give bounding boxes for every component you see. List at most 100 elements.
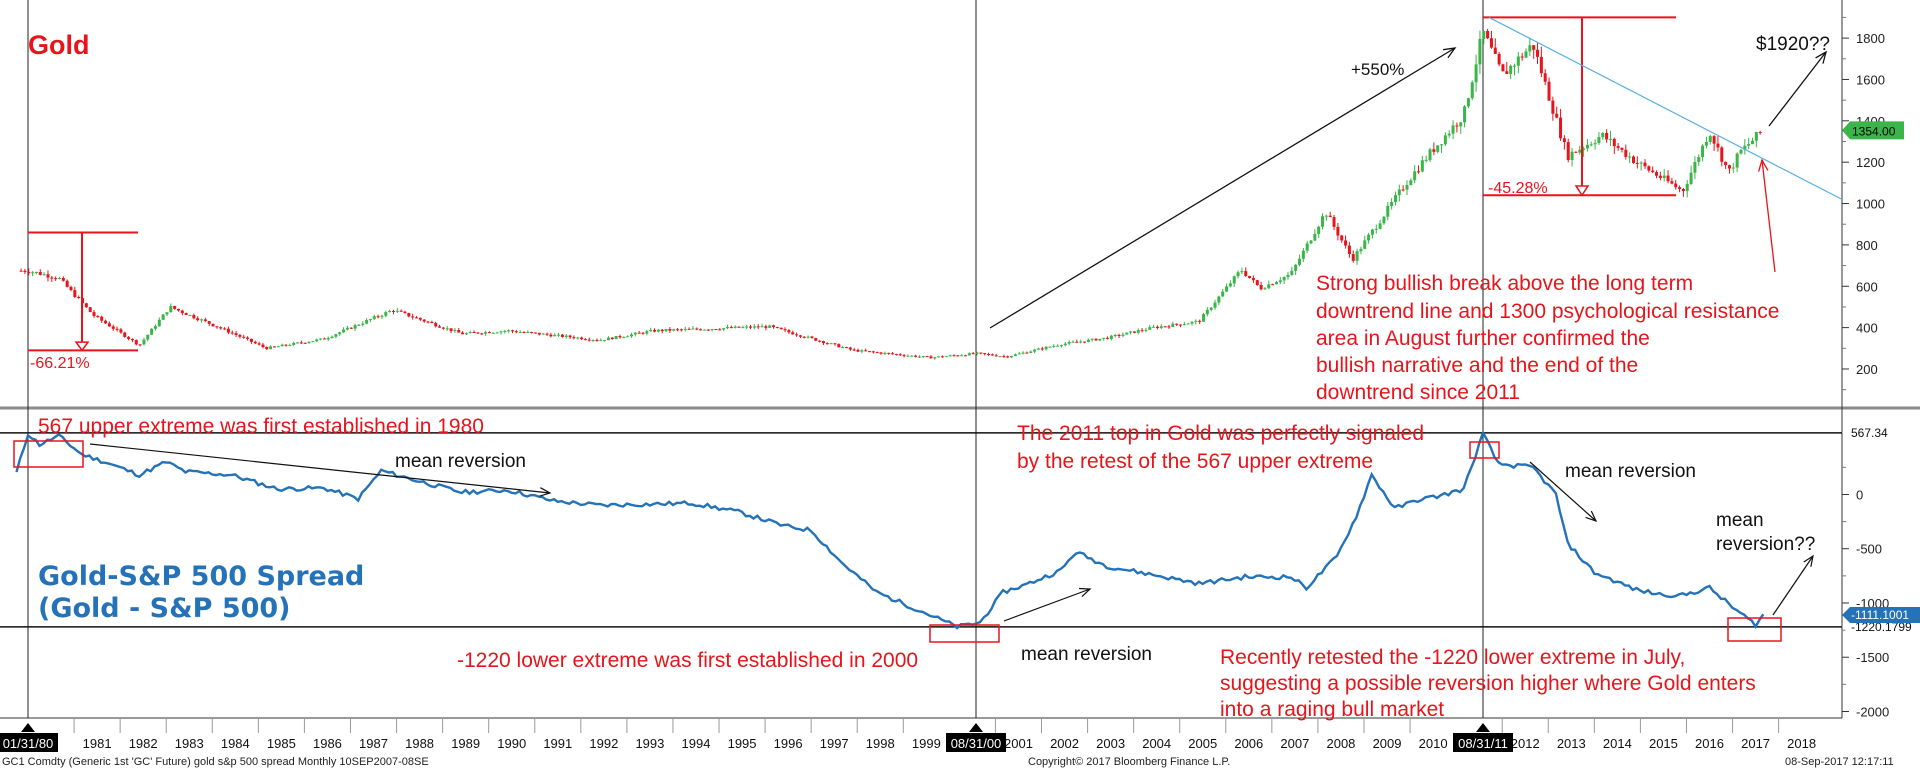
candle: [173, 306, 177, 309]
x-tick-label: 1982: [129, 736, 158, 751]
candle: [445, 328, 449, 330]
candle: [679, 329, 683, 331]
candle: [1163, 326, 1167, 328]
candle: [1286, 274, 1290, 278]
candle: [1186, 323, 1190, 325]
candle: [1036, 348, 1040, 350]
candle: [664, 329, 668, 332]
candle: [1727, 165, 1731, 169]
candle: [626, 336, 630, 338]
y-tick-label: 800: [1856, 238, 1878, 253]
candle: [230, 332, 234, 334]
reversion-arrow-head: [539, 487, 552, 497]
candle: [180, 310, 184, 314]
candle: [522, 332, 526, 334]
candle: [526, 331, 530, 333]
candle: [914, 355, 918, 357]
candle: [407, 312, 411, 317]
candle: [1178, 324, 1182, 326]
candle: [1271, 284, 1275, 286]
candle: [660, 329, 664, 332]
candle: [1643, 162, 1647, 167]
candle: [1409, 180, 1413, 186]
candle: [157, 319, 161, 327]
x-tick-label: 1992: [589, 736, 618, 751]
candle: [1681, 188, 1685, 192]
candle: [833, 343, 837, 345]
x-tick-label: 1981: [83, 736, 112, 751]
date-marker-box: [946, 733, 1006, 752]
candle: [453, 330, 457, 332]
candle: [134, 340, 138, 345]
candle: [1424, 159, 1428, 161]
candle: [499, 331, 503, 333]
candle: [1363, 240, 1367, 249]
candle: [718, 329, 722, 331]
candle: [1720, 147, 1724, 162]
candle: [322, 338, 326, 340]
footer-center: Copyright© 2017 Bloomberg Finance L.P.: [1028, 756, 1230, 768]
date-marker-box: [1453, 733, 1513, 752]
candle: [729, 327, 733, 329]
x-tick-label: 1999: [912, 736, 941, 751]
candle: [88, 307, 92, 313]
candle: [100, 316, 104, 321]
candle: [438, 326, 442, 328]
candle: [564, 335, 568, 337]
candle: [1689, 172, 1693, 184]
x-tick-label: 2006: [1234, 736, 1263, 751]
candle: [795, 334, 799, 336]
top-note-line: by the retest of the 567 upper extreme: [1017, 450, 1373, 473]
x-tick-label: 2004: [1142, 736, 1171, 751]
gain-label: +550%: [1351, 60, 1404, 79]
candle: [610, 337, 614, 340]
candle: [868, 351, 872, 353]
candle: [1651, 170, 1655, 173]
candle: [1194, 320, 1198, 322]
y-tick-label: 600: [1856, 279, 1878, 294]
candle: [971, 353, 975, 355]
gain-arrow: [989, 47, 1456, 329]
x-tick-label: 1990: [497, 736, 526, 751]
candle: [879, 352, 883, 354]
candle: [1321, 216, 1325, 227]
candle: [1255, 280, 1259, 285]
candle: [1543, 73, 1547, 82]
candle: [176, 308, 180, 311]
candle: [357, 324, 361, 326]
candle: [676, 329, 680, 331]
candle: [603, 340, 607, 342]
candle: [1397, 189, 1401, 196]
candle: [1278, 280, 1282, 283]
candle: [1417, 171, 1421, 173]
footer-right: 08-Sep-2017 12:17:11: [1785, 756, 1894, 768]
candle: [510, 330, 514, 332]
candle: [1662, 175, 1666, 179]
candle: [507, 330, 511, 332]
lower-extreme-badge-label: -1220.1799: [1851, 620, 1912, 634]
candle: [645, 331, 649, 334]
y-tick-label: -500: [1856, 542, 1882, 557]
x-tick-label: 2001: [1004, 736, 1033, 751]
candle: [130, 338, 134, 341]
candle: [1639, 162, 1643, 164]
candle: [226, 328, 230, 333]
candle: [1301, 250, 1305, 259]
candle: [311, 341, 315, 343]
candle: [468, 332, 472, 334]
candle: [472, 332, 476, 334]
candle: [963, 355, 967, 357]
date-marker-label: 08/31/00: [951, 736, 1002, 751]
x-axis: 1981 1982 1983 1984 1985 1986 1987 1988 1989 1990…: [0, 718, 1816, 752]
candle: [1240, 271, 1244, 273]
candle: [783, 329, 787, 331]
x-tick-label: 1996: [774, 736, 803, 751]
candle: [944, 356, 948, 358]
x-tick-label: 1983: [175, 736, 204, 751]
candle: [1478, 38, 1482, 65]
candle: [749, 326, 753, 328]
candle: [983, 353, 987, 355]
candle: [1328, 215, 1332, 218]
candle: [1190, 321, 1194, 324]
